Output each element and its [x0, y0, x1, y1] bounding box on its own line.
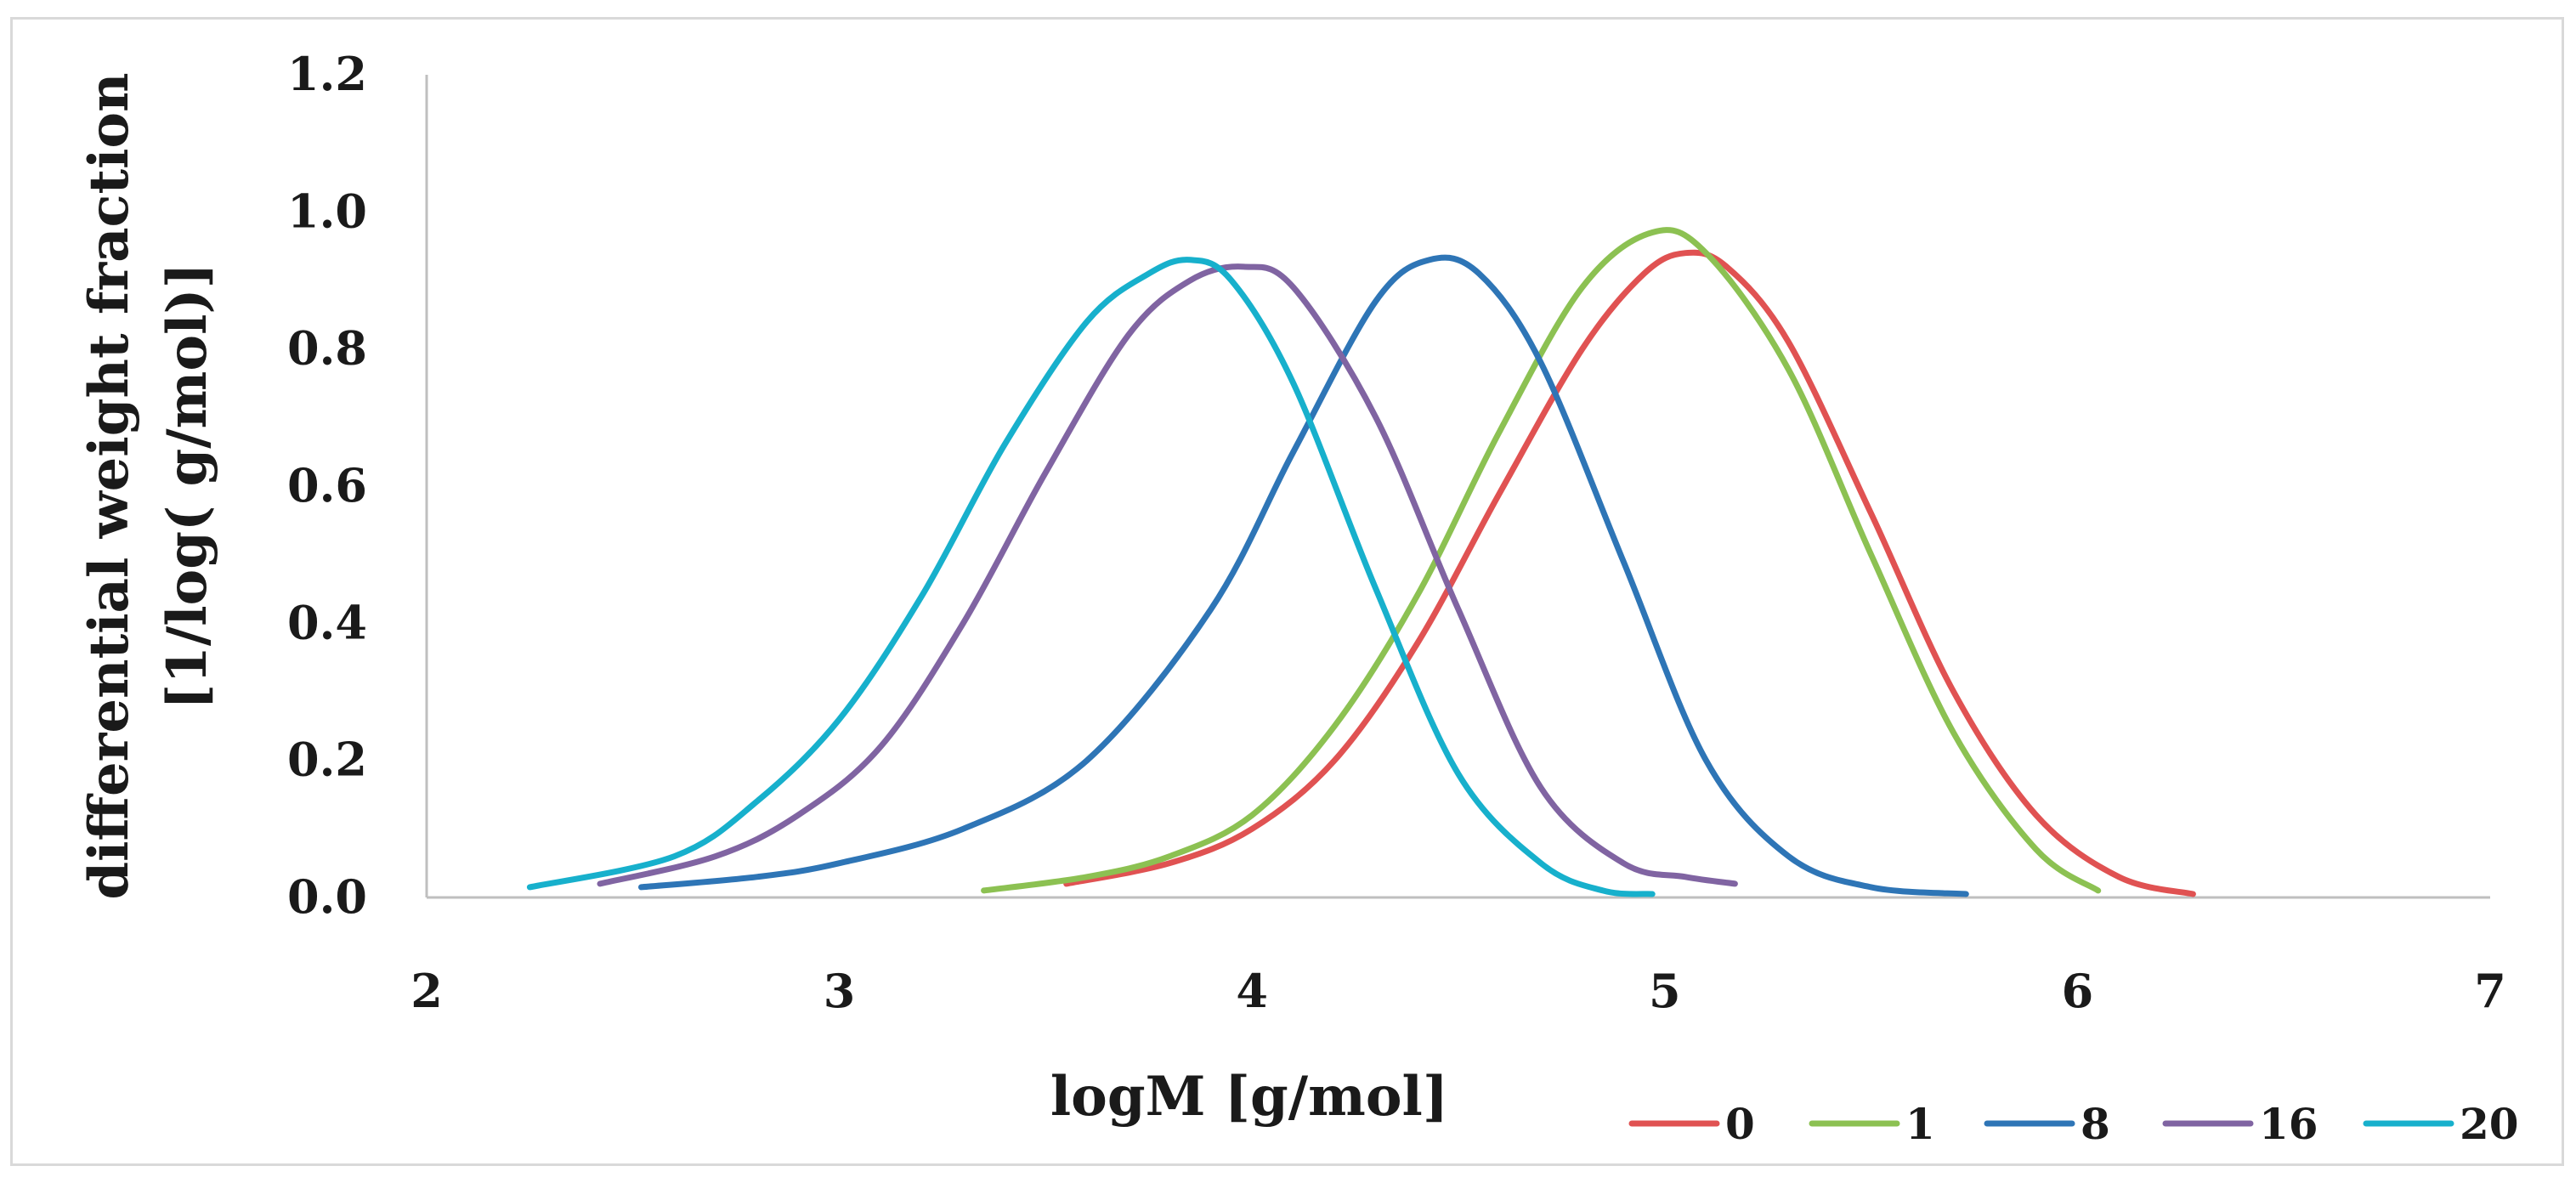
- y-tick-label-3: 0.6: [287, 458, 367, 512]
- series-lines: [526, 227, 2196, 897]
- y-tick-label-0: 0.0: [287, 869, 367, 924]
- y-axis-label-line-1: differential weight fraction: [77, 72, 141, 899]
- x-tick-label-0: 2: [410, 964, 443, 1018]
- legend: 0 1 8 16 20: [1628, 1099, 2519, 1149]
- legend-label-0: 0: [1725, 1099, 1755, 1149]
- x-tick-label-3: 5: [1649, 964, 1681, 1018]
- legend-label-8: 8: [2081, 1099, 2110, 1149]
- x-tick-label-4: 6: [2062, 964, 2094, 1018]
- x-tick-labels: 2 3 4 5 6 7: [410, 964, 2506, 1018]
- y-axis-label: differential weight fraction [1/log( g/m…: [77, 72, 219, 899]
- x-axis-label: logM [g/mol]: [1050, 1065, 1448, 1129]
- y-tick-label-2: 0.4: [287, 595, 367, 649]
- chart-frame: [10, 17, 2564, 1166]
- legend-label-20: 20: [2460, 1099, 2519, 1149]
- y-tick-label-6: 1.2: [287, 47, 367, 101]
- y-tick-labels: 0.0 0.2 0.4 0.6 0.8 1.0 1.2: [287, 47, 367, 924]
- y-axis-label-line-2: [1/log( g/mol)]: [156, 263, 219, 710]
- series-line-20: [526, 257, 1656, 897]
- legend-label-1: 1: [1905, 1099, 1935, 1149]
- y-tick-label-1: 0.2: [287, 733, 367, 787]
- y-tick-label-5: 1.0: [287, 184, 367, 238]
- x-tick-label-5: 7: [2474, 964, 2506, 1018]
- series-line-8: [638, 254, 1969, 897]
- series-line-0: [1063, 249, 2196, 897]
- x-tick-label-2: 4: [1236, 964, 1268, 1018]
- series-line-16: [597, 263, 1738, 887]
- axes: [425, 75, 2490, 899]
- legend-label-16: 16: [2259, 1099, 2318, 1149]
- x-tick-label-1: 3: [824, 964, 856, 1018]
- y-tick-label-4: 0.8: [287, 321, 367, 376]
- series-line-1: [981, 227, 2102, 894]
